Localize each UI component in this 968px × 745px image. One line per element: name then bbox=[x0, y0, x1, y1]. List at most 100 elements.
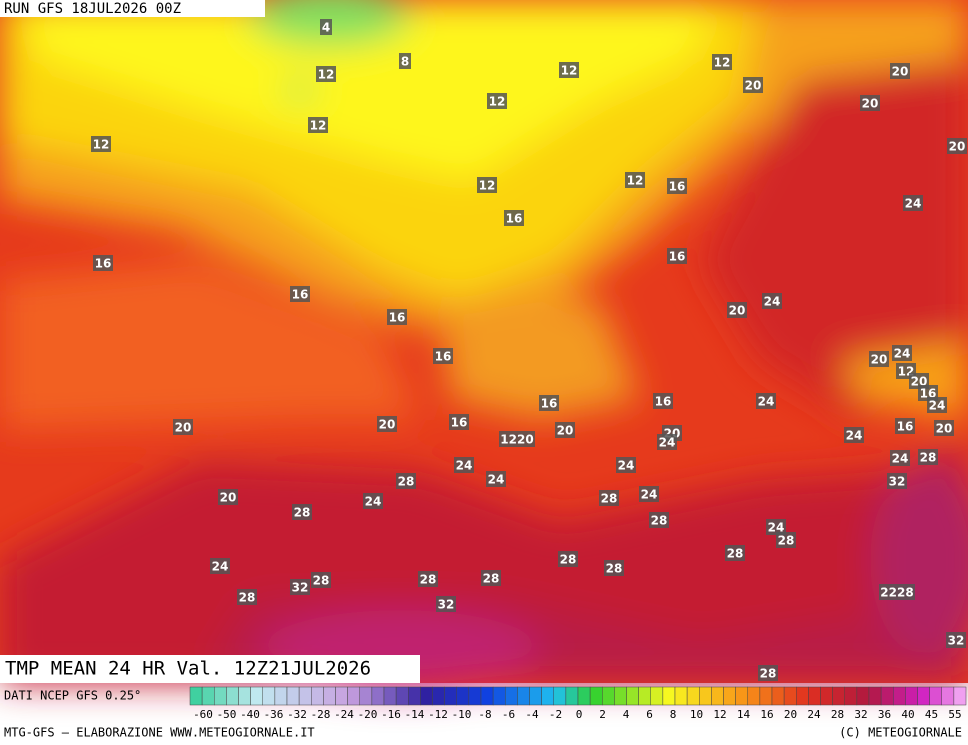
scale-swatch bbox=[359, 686, 373, 706]
contour-label: 16 bbox=[95, 257, 112, 271]
contour-label: 24 bbox=[768, 521, 785, 535]
label-box bbox=[667, 178, 687, 194]
scale-swatch bbox=[711, 686, 724, 706]
label-box bbox=[599, 490, 619, 506]
contour-label: 28 bbox=[601, 492, 618, 506]
contour-label: 16 bbox=[541, 397, 558, 411]
label-box bbox=[559, 62, 579, 78]
label-box bbox=[860, 95, 880, 111]
scale-swatch bbox=[650, 686, 664, 706]
label-box bbox=[454, 457, 474, 473]
label-box bbox=[869, 351, 889, 367]
contour-label: 4 bbox=[322, 21, 330, 35]
scale-swatch bbox=[905, 686, 918, 706]
footer-right: (C) METEOGIORNALE bbox=[839, 726, 962, 740]
contour-label: 12 bbox=[479, 179, 496, 193]
label-box bbox=[320, 19, 332, 35]
scale-swatch bbox=[238, 686, 251, 706]
contour-label: 20 bbox=[871, 353, 888, 367]
scale-label: 10 bbox=[690, 708, 703, 721]
scale-swatch bbox=[432, 686, 445, 706]
scale-label: -8 bbox=[478, 708, 491, 721]
contour-label: 16 bbox=[451, 416, 468, 430]
contour-label: 28 bbox=[760, 667, 777, 681]
label-box bbox=[173, 419, 193, 435]
label-box bbox=[399, 53, 411, 69]
contour-label: 24 bbox=[892, 452, 909, 466]
label-box bbox=[487, 93, 507, 109]
scale-label: 40 bbox=[901, 708, 914, 721]
label-box bbox=[895, 418, 915, 434]
label-box bbox=[879, 584, 915, 600]
scale-label: -28 bbox=[311, 708, 331, 721]
scale-swatch bbox=[638, 686, 651, 706]
contour-label: 20 bbox=[175, 421, 192, 435]
scale-swatch bbox=[929, 686, 942, 706]
label-box bbox=[653, 393, 673, 409]
contour-label: 20 bbox=[862, 97, 879, 111]
label-box bbox=[758, 665, 778, 681]
label-box bbox=[887, 473, 907, 489]
contour-label: 24 bbox=[212, 560, 229, 574]
scale-swatch bbox=[298, 686, 312, 706]
map-title: TMP MEAN 24 HR Val. 12Z21JUL2026 bbox=[5, 658, 371, 680]
label-box bbox=[756, 393, 776, 409]
contour-label: 32 bbox=[438, 598, 455, 612]
contour-label: 16 bbox=[292, 288, 309, 302]
scale-swatch bbox=[335, 686, 348, 706]
contour-label: 20 bbox=[949, 140, 966, 154]
contour-label: 28 bbox=[651, 514, 668, 528]
contour-label: 20 bbox=[220, 491, 237, 505]
color-scale: -60 -50 -40 -36 -32 -28 -24 -20 -16 -14 -12 -10 -8 -6… bbox=[189, 686, 967, 721]
contour-label: 24 bbox=[641, 488, 658, 502]
contour-label: 28 bbox=[398, 475, 415, 489]
contour-label: 20 bbox=[745, 79, 762, 93]
scale-label: -2 bbox=[549, 708, 562, 721]
scale-swatch bbox=[602, 686, 615, 706]
label-box bbox=[558, 551, 578, 567]
label-box bbox=[210, 558, 230, 574]
temperature-field bbox=[0, 0, 968, 690]
scale-swatch bbox=[662, 686, 676, 706]
contour-label: 24 bbox=[758, 395, 775, 409]
scale-label: 8 bbox=[670, 708, 677, 721]
scale-label: 24 bbox=[807, 708, 821, 721]
contour-label: 16 bbox=[669, 180, 686, 194]
contour-label: 12 bbox=[93, 138, 110, 152]
scale-label: -24 bbox=[334, 708, 354, 721]
label-box bbox=[292, 504, 312, 520]
scale-swatch bbox=[371, 686, 385, 706]
scale-swatch bbox=[783, 686, 797, 706]
scale-swatch bbox=[468, 686, 482, 706]
contour-label: 28 bbox=[483, 572, 500, 586]
footer-left: MTG-GFS — ELABORAZIONE WWW.METEOGIORNALE… bbox=[4, 726, 315, 740]
scale-swatch bbox=[577, 686, 591, 706]
title-box bbox=[0, 655, 420, 683]
label-box bbox=[555, 422, 575, 438]
label-box bbox=[290, 286, 310, 302]
scale-label: 55 bbox=[948, 708, 961, 721]
label-box bbox=[890, 63, 910, 79]
contour-label: 16 bbox=[506, 212, 523, 226]
contour-label: 12 bbox=[627, 174, 644, 188]
label-box bbox=[449, 414, 469, 430]
scale-swatch bbox=[796, 686, 809, 706]
label-box bbox=[91, 136, 111, 152]
scale-swatch bbox=[626, 686, 639, 706]
contour-label: 32 bbox=[948, 634, 965, 648]
scale-swatch bbox=[226, 686, 239, 706]
label-box bbox=[616, 457, 636, 473]
scale-label: -6 bbox=[502, 708, 515, 721]
contour-label: 28 bbox=[239, 591, 256, 605]
label-box bbox=[604, 560, 624, 576]
contour-label: 28 bbox=[313, 574, 330, 588]
contour-label: 28 bbox=[294, 506, 311, 520]
label-box bbox=[486, 471, 506, 487]
contour-label: 24 bbox=[618, 459, 635, 473]
label-box bbox=[947, 138, 967, 154]
scale-label: 16 bbox=[760, 708, 773, 721]
contour-label: 20 bbox=[379, 418, 396, 432]
scale-swatch bbox=[699, 686, 712, 706]
